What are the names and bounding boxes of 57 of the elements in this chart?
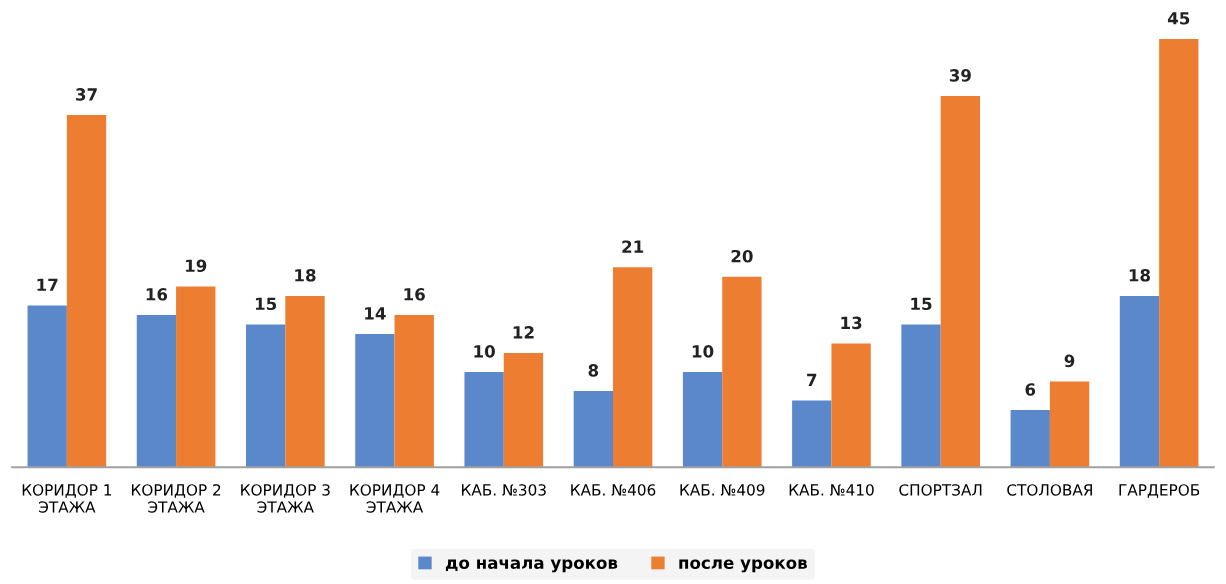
x-tick-label: КАБ. №303	[462, 484, 546, 496]
bar	[136, 314, 177, 468]
bar	[613, 267, 653, 468]
data-label: 17	[37, 278, 58, 291]
bar	[176, 286, 216, 468]
data-label: 6	[1025, 383, 1036, 396]
bar	[1010, 410, 1050, 468]
data-label: 13	[841, 316, 862, 330]
x-tick-label: КОРИДОР 4 ЭТАЖА	[350, 484, 440, 513]
bar	[1159, 38, 1199, 468]
bar	[1049, 381, 1090, 468]
bar	[246, 324, 286, 468]
data-label: 39	[949, 69, 971, 82]
bar	[722, 276, 762, 468]
x-tick-label: ГАРДЕРОБ	[1119, 484, 1200, 498]
data-label: 16	[146, 288, 168, 301]
legend-label: после уроков	[679, 559, 807, 573]
bar	[285, 295, 325, 468]
data-label: 15	[255, 297, 277, 311]
data-label: 37	[76, 88, 97, 101]
data-label: 16	[404, 288, 425, 301]
bar	[682, 372, 723, 468]
data-label: 19	[186, 259, 207, 273]
data-label: 45	[1167, 12, 1190, 25]
data-label: 7	[807, 373, 817, 386]
data-label: 20	[731, 249, 753, 263]
bar	[1119, 295, 1160, 468]
data-label: 8	[588, 364, 599, 377]
x-tick-label: КАБ. №409	[680, 484, 765, 496]
data-label: 10	[692, 345, 714, 358]
x-tick-label: КАБ. №406	[571, 484, 656, 496]
bar	[573, 391, 613, 468]
x-tick-label: КОРИДОР 2 ЭТАЖА	[131, 484, 221, 513]
bar	[66, 115, 107, 468]
bar	[901, 324, 941, 468]
data-label: 9	[1064, 354, 1075, 368]
data-label: 10	[474, 345, 495, 358]
legend-label: до начала уроков	[445, 559, 618, 573]
data-label: 15	[911, 297, 932, 311]
data-label: 18	[1129, 268, 1151, 282]
data-label: 14	[365, 307, 386, 320]
bar	[394, 314, 434, 468]
bar	[464, 372, 504, 468]
bar	[503, 353, 544, 468]
x-tick-label: КОРИДОР 3 ЭТАЖА	[241, 484, 330, 513]
bar	[940, 96, 980, 468]
x-tick-label: СТОЛОВАЯ	[1007, 484, 1092, 496]
bar	[355, 333, 395, 468]
data-label: 21	[622, 240, 644, 253]
x-tick-label: КАБ. №410	[789, 484, 874, 496]
data-label: 12	[513, 326, 534, 339]
bar	[27, 305, 67, 468]
data-label: 18	[295, 268, 316, 282]
bar	[831, 343, 871, 468]
x-tick-label: СПОРТЗАЛ	[899, 484, 982, 496]
x-tick-label: КОРИДОР 1 ЭТАЖА	[22, 484, 112, 513]
bar	[792, 400, 832, 468]
